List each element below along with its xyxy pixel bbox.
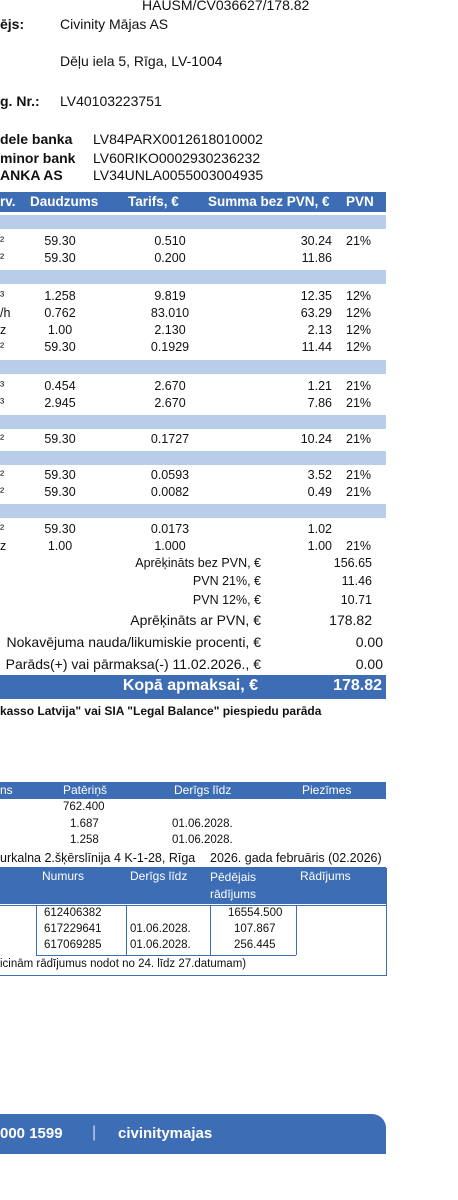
debt-label: Parāds(+) vai pārmaksa(-) 11.02.2026., € <box>5 656 261 672</box>
bank-iban: LV34UNLA0055003004935 <box>93 167 264 183</box>
bank-name: ANKA AS <box>0 167 63 183</box>
issuer-address: Dēļu iela 5, Rīga, LV-1004 <box>60 53 223 69</box>
brand-handle[interactable]: civinitymajas <box>118 1125 213 1142</box>
table-row: ² 59.30 0.200 11.86 <box>0 251 332 265</box>
group-band <box>0 215 386 229</box>
table-row: 762.400 <box>63 801 105 813</box>
issuer-name: Civinity Mājas AS <box>60 16 169 32</box>
table-row: 1.687 01.06.2028. <box>70 818 233 830</box>
phone-number[interactable]: 000 1599 <box>0 1125 63 1142</box>
group-band <box>0 270 386 284</box>
total-due-bar: Kopā apmaksai, € 178.82 <box>0 675 386 699</box>
table-row: 617069285 01.06.2028. 256.445 <box>44 939 276 951</box>
divider <box>0 867 386 868</box>
bank-name: minor bank <box>0 150 76 166</box>
net-total-label: Aprēķināts bez PVN, € <box>135 556 261 570</box>
col-unit-header: rv. <box>0 194 16 209</box>
col-rate-header: Tarifs, € <box>128 194 179 209</box>
meters-table-header: Numurs Derīgs līdz Pēdējais rādījums Rād… <box>0 868 386 904</box>
gross-total-value: 178.82 <box>329 612 372 628</box>
table-row: ² 59.30 0.0082 0.49 21% <box>0 485 372 499</box>
period-line: 2026. gada februāris (02.2026) <box>210 851 382 865</box>
vat21-value: 11.46 <box>341 574 372 588</box>
table-row: z 1.00 2.130 2.13 12% <box>0 323 372 337</box>
reg-value: LV40103223751 <box>60 93 162 109</box>
table-row: 1.258 01.06.2028. <box>70 834 233 846</box>
consumption-table-header: ns Patēriņš Derīgs līdz Piezīmes <box>0 782 386 799</box>
table-row: ³ 1.258 9.819 12.35 12% <box>0 289 372 303</box>
table-row: ² 59.30 0.0593 3.52 21% <box>0 468 372 482</box>
debt-value: 0.00 <box>355 656 383 672</box>
table-row: 617229641 01.06.2028. 107.867 <box>44 923 276 935</box>
footer-separator: | <box>92 1124 97 1141</box>
group-band <box>0 504 386 518</box>
reg-label: g. Nr.: <box>0 93 40 109</box>
col-vat-header: PVN <box>346 194 374 209</box>
gross-total-label: Aprēķināts ar PVN, € <box>130 612 261 628</box>
table-row: ² 59.30 0.0173 1.02 <box>0 522 332 536</box>
address-line: urkalna 2.šķērslīnija 4 K-1-28, Rīga <box>0 851 196 865</box>
col-qty-header: Daudzums <box>30 194 99 209</box>
penalty-label: Nokavējuma nauda/likumiskie procenti, € <box>6 634 261 650</box>
col-sum-header: Summa bez PVN, € <box>208 194 330 209</box>
group-band <box>0 451 386 465</box>
debt-collection-notice: kasso Latvija" vai SIA "Legal Balance" p… <box>0 704 322 718</box>
meter-reading-note: icinām rādījumus nodot no 24. līdz 27.da… <box>0 958 247 970</box>
table-row: ³ 0.454 2.670 1.21 21% <box>0 379 372 393</box>
table-row: ² 59.30 0.1929 11.44 12% <box>0 340 372 354</box>
table-row: ² 59.30 0.1727 10.24 21% <box>0 432 372 446</box>
vat12-value: 10.71 <box>340 593 372 607</box>
bank-iban: LV84PARX0012618010002 <box>93 131 263 147</box>
net-total-value: 156.65 <box>333 556 372 570</box>
penalty-value: 0.00 <box>355 634 383 650</box>
group-band <box>0 415 386 429</box>
footer-bar: 000 1599 | civinitymajas <box>0 1114 386 1154</box>
issuer-label: ējs: <box>0 16 25 32</box>
vat12-label: PVN 12%, € <box>192 593 261 607</box>
group-band <box>0 360 386 374</box>
table-row: ² 59.30 0.510 30.24 21% <box>0 234 372 248</box>
table-row: z 1.00 1.000 1.00 21% <box>0 539 372 553</box>
bank-name: dele banka <box>0 131 73 147</box>
table-row: /h 0.762 83.010 63.29 12% <box>0 306 372 320</box>
table-row: 612406382 16554.500 <box>44 907 283 919</box>
table-row: ³ 2.945 2.670 7.86 21% <box>0 396 372 410</box>
bank-iban: LV60RIKO0002930236232 <box>93 150 261 166</box>
total-due-label: Kopā apmaksai, € <box>122 677 258 694</box>
vat21-label: PVN 21%, € <box>192 574 261 588</box>
total-due-value: 178.82 <box>333 677 382 694</box>
document-number: HAUSM/CV036627/178.82 <box>142 0 310 13</box>
charges-table-header: rv. Daudzums Tarifs, € Summa bez PVN, € … <box>0 192 386 212</box>
